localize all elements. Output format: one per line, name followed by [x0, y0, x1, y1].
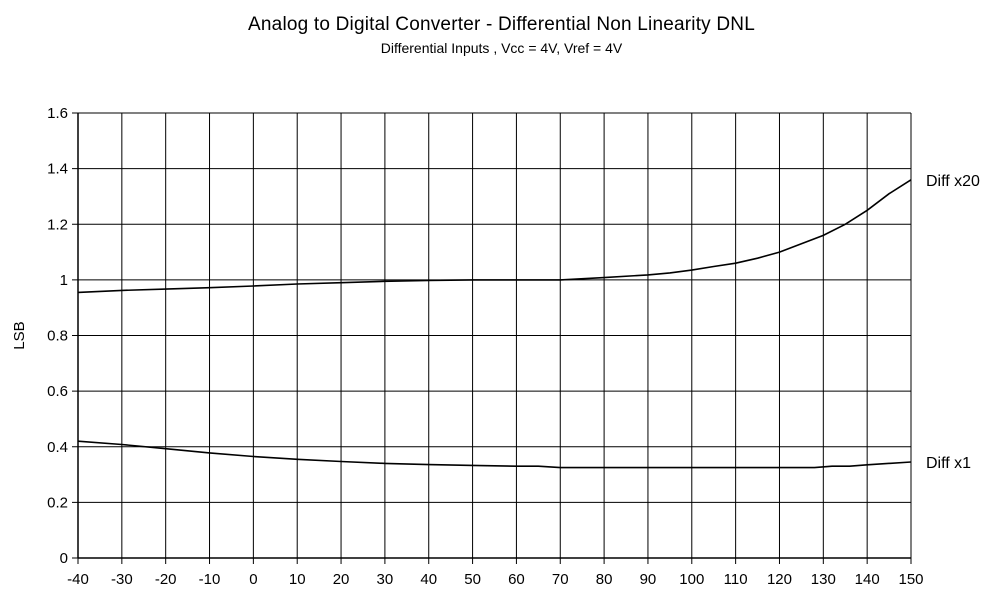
series-labels: Diff x20 Diff x1 [926, 173, 980, 472]
x-tick-label: 130 [811, 571, 836, 588]
y-axis-label: LSB [11, 321, 28, 349]
y-tick-label: 0.4 [47, 439, 68, 456]
x-tick-label: 150 [898, 571, 923, 588]
series-line-diff-x20 [77, 179, 912, 294]
x-tick-label: -10 [199, 571, 221, 588]
x-tick-label: 100 [679, 571, 704, 588]
y-tick-label: 1 [60, 272, 68, 289]
x-tick-label: 30 [377, 571, 394, 588]
chart-title: Analog to Digital Converter - Differenti… [248, 14, 755, 35]
series-lines [77, 179, 912, 469]
chart-subtitle: Differential Inputs , Vcc = 4V, Vref = 4… [380, 40, 623, 56]
y-tick-label: 1.4 [47, 161, 68, 178]
x-tick-label: -20 [155, 571, 177, 588]
tick-labels: -40 -30 -20 -10 0 10 20 30 40 50 60 70 80 90 100 110 120… [47, 105, 923, 588]
grid-lines [77, 112, 912, 559]
x-tick-label: 80 [596, 571, 613, 588]
y-tick-label: 1.6 [47, 105, 68, 122]
x-tick-label: -30 [111, 571, 133, 588]
x-tick-label: 20 [333, 571, 350, 588]
x-tick-label: 50 [464, 571, 481, 588]
axes [72, 112, 912, 564]
y-tick-label: 0.2 [47, 494, 68, 511]
y-tick-label: 1.2 [47, 216, 68, 233]
x-tick-label: 0 [249, 571, 257, 588]
series-label-diff-x1: Diff x1 [926, 455, 971, 472]
x-tick-label: 60 [508, 571, 525, 588]
x-tick-label: 90 [640, 571, 657, 588]
x-tick-label: 120 [767, 571, 792, 588]
x-tick-label: 40 [420, 571, 437, 588]
x-tick-label: 140 [855, 571, 880, 588]
y-tick-label: 0.6 [47, 383, 68, 400]
x-tick-label: 70 [552, 571, 569, 588]
x-tick-label: 110 [724, 571, 748, 588]
y-tick-label: 0 [60, 550, 68, 567]
series-label-diff-x20: Diff x20 [926, 173, 980, 190]
y-tick-label: 0.8 [47, 328, 68, 345]
x-tick-label: 10 [289, 571, 306, 588]
series-line-diff-x1 [77, 440, 912, 469]
x-tick-label: -40 [67, 571, 89, 588]
